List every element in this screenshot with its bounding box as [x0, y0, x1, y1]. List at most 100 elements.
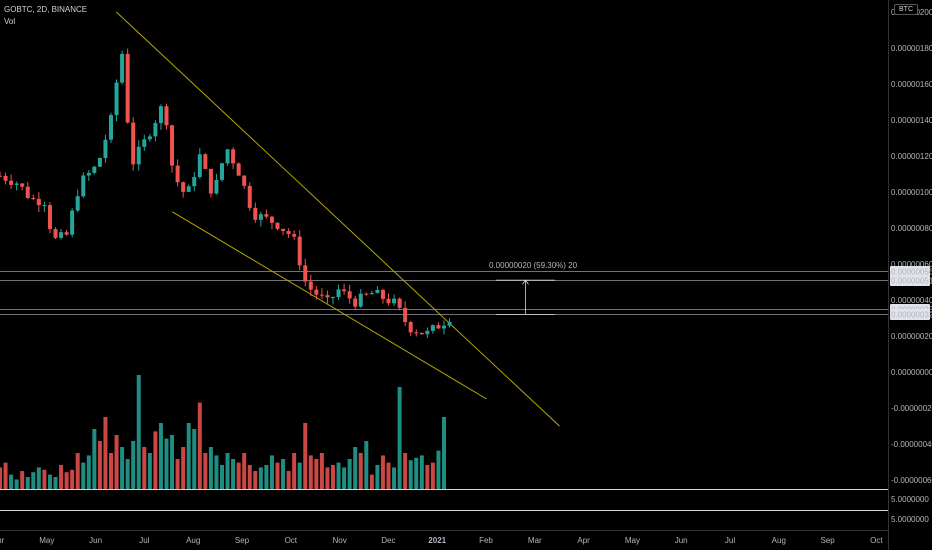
volume-bar: [369, 474, 374, 489]
candle-body: [442, 325, 446, 329]
candle-body: [20, 183, 25, 187]
volume-bar: [158, 423, 163, 489]
volume-bar: [414, 457, 419, 489]
volume-bar: [425, 465, 430, 489]
x-tick-label: Apr: [577, 536, 590, 545]
candle-body: [86, 172, 91, 176]
candle-body: [369, 293, 374, 295]
candle-body: [386, 298, 391, 304]
volume-bar: [186, 423, 191, 489]
candle-body: [142, 139, 147, 147]
volume-bar: [181, 447, 186, 489]
candle-body: [269, 216, 274, 223]
candle-body: [59, 232, 64, 238]
volume-bar: [164, 438, 169, 489]
candle-body: [419, 332, 424, 335]
price-level-tag: [890, 266, 930, 277]
candle-body: [203, 154, 208, 169]
volume-bar: [258, 467, 263, 489]
volume-bar: [325, 467, 330, 489]
volume-bar: [225, 453, 230, 489]
y-tick-label: -0.00000040: [891, 440, 932, 449]
price-level-label: 0.00000051: [891, 277, 932, 286]
volume-bar: [386, 462, 391, 489]
volume-bar: [214, 455, 219, 489]
currency-badge[interactable]: BTC: [894, 4, 918, 15]
candle-body: [425, 330, 430, 335]
candle-body: [380, 289, 385, 299]
candle-body: [286, 231, 291, 235]
volume-bar: [109, 453, 113, 489]
price-level-label: 0.00000032: [891, 311, 932, 320]
candle-body: [42, 205, 47, 207]
x-tick-label: Aug: [772, 536, 786, 545]
candle-body: [331, 297, 335, 299]
candle-body: [192, 176, 197, 187]
x-tick-label: May: [39, 536, 54, 545]
volume-bar: [64, 472, 69, 489]
volume-bar: [358, 453, 363, 489]
candle-body: [308, 281, 313, 290]
volume-bar: [264, 465, 269, 489]
candle-body: [181, 182, 186, 192]
candle-body: [347, 291, 352, 299]
x-tick-label: 2021: [428, 536, 446, 545]
y-tick-label: 0.00000180: [891, 44, 932, 53]
candle-body: [297, 236, 302, 266]
candle-body: [197, 154, 202, 177]
volume-bar: [120, 447, 125, 489]
volume-bar: [403, 453, 408, 489]
candle-body: [375, 289, 380, 294]
candle-body: [364, 293, 369, 295]
candle-body: [336, 289, 341, 298]
x-tick-label: Jul: [725, 536, 735, 545]
volume-bar: [242, 453, 247, 489]
candle-body: [103, 139, 108, 159]
lower-pane-tick: 5.0000000: [891, 515, 929, 524]
x-tick-label: Aug: [186, 536, 200, 545]
volume-bar: [375, 465, 380, 489]
volume-bar: [392, 467, 397, 489]
candle-body: [447, 321, 452, 326]
volume-bar: [397, 387, 402, 489]
candle-body: [125, 53, 130, 123]
candle-body: [70, 210, 75, 235]
y-tick-label: 0.00000120: [891, 152, 932, 161]
volume-bar: [0, 467, 2, 489]
volume-bar: [331, 465, 335, 489]
volume-bar: [92, 429, 97, 489]
candle-body: [47, 205, 52, 230]
volume-bar: [281, 459, 286, 489]
x-tick-label: Sep: [820, 536, 835, 545]
volume-bar: [170, 435, 175, 489]
candle-body: [220, 163, 224, 180]
volume-bar: [430, 462, 435, 489]
x-tick-label: Feb: [479, 536, 493, 545]
candle-body: [120, 53, 125, 83]
x-tick-label: Mar: [528, 536, 542, 545]
volume-bar: [342, 467, 347, 489]
volume-bar: [269, 455, 274, 489]
candle-body: [292, 234, 297, 237]
candle-body: [208, 168, 213, 194]
candle-body: [131, 122, 136, 165]
volume-bar: [31, 472, 36, 489]
candle-body: [158, 106, 163, 124]
candle-body: [64, 232, 69, 235]
y-tick-label: 0.00000160: [891, 80, 932, 89]
volume-bar: [42, 469, 47, 489]
volume-bar: [380, 455, 385, 489]
candle-body: [75, 196, 80, 211]
x-tick-label: Jun: [89, 536, 102, 545]
volume-bar: [286, 471, 291, 489]
volume-bar: [275, 462, 280, 489]
candle-body: [314, 289, 319, 295]
volume-bar: [419, 455, 424, 489]
volume-bar: [308, 455, 313, 489]
candle-body: [3, 175, 8, 181]
candle-body: [253, 207, 258, 220]
volume-bar: [247, 465, 252, 489]
volume-bar: [408, 460, 413, 489]
volume-bar: [97, 441, 102, 489]
